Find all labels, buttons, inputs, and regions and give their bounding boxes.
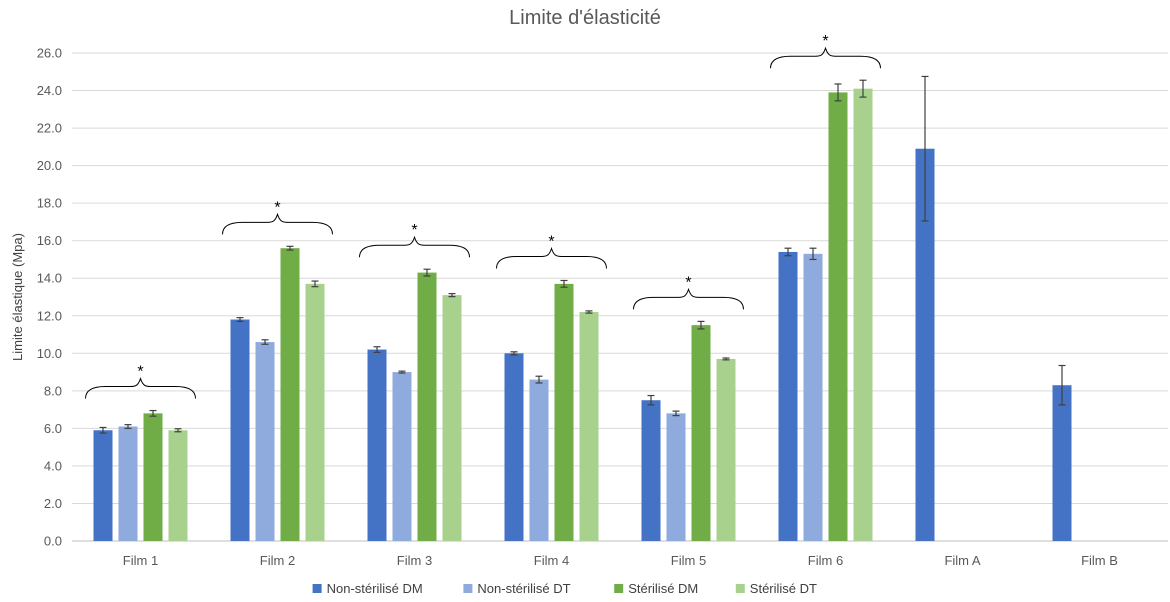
y-tick-label: 20.0 — [37, 158, 62, 173]
legend-label: Stérilisé DM — [628, 581, 698, 596]
bar — [716, 358, 736, 541]
legend-label: Stérilisé DT — [750, 581, 817, 596]
bar — [442, 295, 462, 541]
y-tick-label: 14.0 — [37, 271, 62, 286]
x-tick-label: Film 6 — [808, 553, 843, 568]
legend-swatch — [463, 584, 473, 593]
bar — [666, 413, 686, 541]
y-tick-label: 18.0 — [37, 196, 62, 211]
y-tick-labels: 0.0 2.0 4.0 6.0 8.0 10.0 12.0 14.0 16.0 18.0 20.0 2… — [37, 46, 62, 549]
bar — [392, 372, 412, 541]
bar — [230, 319, 250, 541]
x-tick-label: Film 4 — [534, 553, 569, 568]
significance-brace — [222, 212, 333, 235]
significance-brace — [633, 287, 744, 310]
legend-label: Non-stérilisé DT — [477, 581, 570, 596]
error-bars — [99, 75, 1066, 434]
bars — [93, 88, 1072, 542]
bar — [803, 253, 823, 542]
significance-brace — [496, 246, 607, 269]
legend-swatch — [312, 584, 322, 593]
significance-star: * — [822, 33, 828, 50]
x-tick-label: Film 3 — [397, 553, 432, 568]
significance-star: * — [685, 274, 691, 291]
significance-star: * — [411, 222, 417, 239]
significance-brace — [359, 235, 470, 258]
bar — [853, 88, 873, 542]
significance-brace — [85, 376, 196, 399]
significance-star: * — [548, 233, 554, 250]
y-tick-label: 16.0 — [37, 233, 62, 248]
y-tick-label: 22.0 — [37, 121, 62, 136]
x-tick-label: Film 2 — [260, 553, 295, 568]
bar — [168, 430, 188, 541]
bar — [367, 349, 387, 541]
y-tick-label: 2.0 — [44, 496, 62, 511]
legend-label: Non-stérilisé DM — [327, 581, 423, 596]
y-tick-label: 6.0 — [44, 421, 62, 436]
bar — [143, 413, 163, 541]
legend: Non-stérilisé DM Non-stérilisé DT Stérilis… — [312, 581, 817, 596]
bar — [554, 283, 574, 541]
bar — [504, 353, 524, 541]
gridlines — [72, 52, 1168, 542]
bar — [529, 379, 549, 541]
y-tick-label: 26.0 — [37, 46, 62, 61]
bar — [1052, 385, 1072, 541]
significance-star: * — [274, 199, 280, 216]
bar — [93, 430, 113, 541]
bar — [417, 272, 437, 541]
bar — [118, 426, 138, 541]
x-tick-labels: Film 1 Film 2 Film 3 Film 4 Film 5 Film 6 Film… — [123, 553, 1118, 568]
y-tick-label: 12.0 — [37, 308, 62, 323]
y-tick-label: 10.0 — [37, 346, 62, 361]
bar — [778, 251, 798, 541]
legend-swatch — [614, 584, 624, 593]
bar — [691, 325, 711, 541]
x-tick-label: Film A — [944, 553, 980, 568]
chart-title: Limite d'élasticité — [509, 7, 661, 29]
x-tick-label: Film B — [1081, 553, 1118, 568]
bar — [579, 312, 599, 541]
significance-annotations: * * * * * * — [85, 33, 881, 399]
bar — [280, 248, 300, 541]
y-tick-label: 4.0 — [44, 458, 62, 473]
bar — [915, 148, 935, 541]
bar — [255, 342, 275, 541]
y-tick-label: 8.0 — [44, 383, 62, 398]
x-tick-label: Film 1 — [123, 553, 158, 568]
y-tick-label: 0.0 — [44, 534, 62, 549]
bar — [305, 283, 325, 541]
y-axis-label: Limite élastique (Mpa) — [10, 233, 25, 361]
bar — [828, 92, 848, 542]
legend-swatch — [735, 584, 745, 593]
significance-brace — [770, 46, 881, 69]
bar — [641, 400, 661, 541]
significance-star: * — [137, 364, 143, 381]
x-tick-label: Film 5 — [671, 553, 706, 568]
y-tick-label: 24.0 — [37, 83, 62, 98]
